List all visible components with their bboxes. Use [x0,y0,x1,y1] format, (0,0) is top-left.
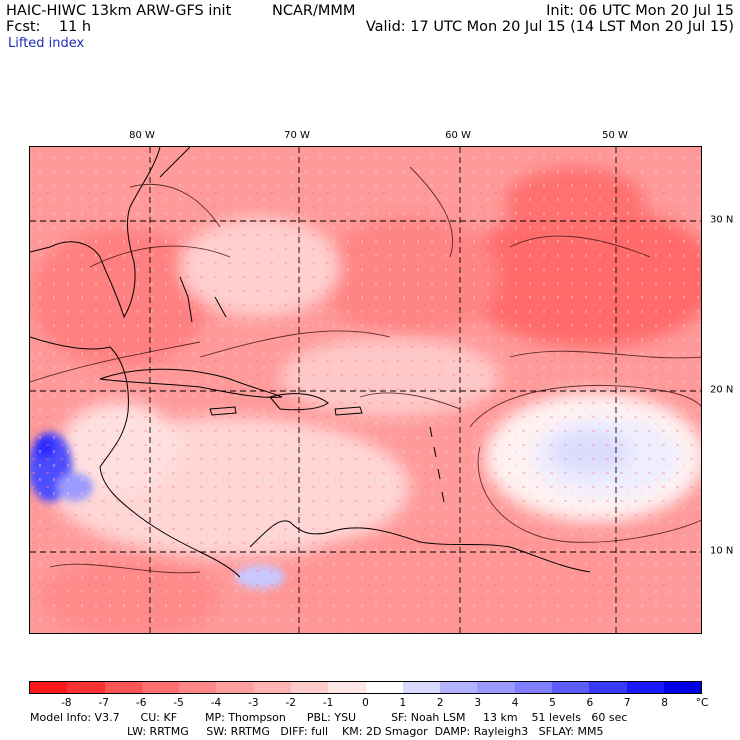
colorbar-tick-label: 3 [474,697,481,709]
colorbar-cell [67,682,105,693]
colorbar-tick-label: -3 [248,697,259,709]
colorbar-cell [365,682,403,693]
model-title: HAIC-HIWC 13km ARW-GFS init [6,3,232,19]
init-time: Init: 06 UTC Mon 20 Jul 15 [546,3,734,19]
colorbar-cell [402,682,441,693]
colorbar-tick-label: -6 [135,697,147,709]
colorbar-cell [104,682,142,693]
colorbar-tick-label: -7 [98,697,110,709]
lat-label-20n: 20 N [710,384,734,396]
contours [30,166,701,574]
model-info-line2: LW: RRTMG SW: RRTMG DIFF: full KM: 2D Sm… [127,725,604,738]
colorbar-cell [30,682,68,693]
forecast-hour: Fcst: 11 h [6,19,92,35]
colorbar-tick-label: 8 [661,697,668,709]
model-info-line1: Model Info: V3.7 CU: KF MP: Thompson PBL… [30,711,628,724]
colorbar-cell [514,682,552,693]
lon-label-60w: 60 W [445,130,471,141]
valid-time: Valid: 17 UTC Mon 20 Jul 15 (14 LST Mon … [365,19,734,35]
lon-label-50w: 50 W [602,130,628,141]
colorbar-tick-label: 6 [586,697,594,709]
colorbar-unit: °C [695,697,709,709]
colorbar-cell [179,682,217,693]
colorbar-tick-label: -5 [173,697,184,709]
colorbar-tick-label: -1 [322,697,334,709]
lifted-index-map [29,146,702,634]
colorbar-cell [477,682,515,693]
field-texture [30,147,701,633]
lon-label-80w: 80 W [129,130,155,141]
org-label: NCAR/MMM [272,3,356,19]
colorbar-cell [589,682,627,693]
colorbar-cell [141,682,180,693]
colorbar-cell [440,682,478,693]
colorbar-cell [328,682,366,693]
colorbar-cell [551,682,590,693]
gridlines [30,147,701,633]
colorbar-cell [290,682,329,693]
colorbar-tick-label: 0 [362,697,369,709]
colorbar-tick-label: 2 [436,697,444,709]
colorbar-tick-label: -8 [61,697,72,709]
colorbar-tick-label: -4 [210,697,222,709]
lat-label-10n: 10 N [710,545,734,557]
colorbar-tick-label: 5 [549,697,556,709]
colorbar-tick-label: -2 [285,697,296,709]
lon-label-70w: 70 W [284,130,310,141]
field-name: Lifted index [8,36,85,51]
colorbar [29,681,702,694]
colorbar-tick-label: 7 [623,697,631,709]
colorbar-tick-label: 1 [399,697,407,709]
colorbar-cell [663,682,702,693]
map-canvas [30,147,701,633]
colorbar-cell [626,682,664,693]
colorbar-tick-label: 4 [511,697,519,709]
colorbar-cell [253,682,291,693]
lat-label-30n: 30 N [710,214,734,226]
colorbar-cell [216,682,254,693]
